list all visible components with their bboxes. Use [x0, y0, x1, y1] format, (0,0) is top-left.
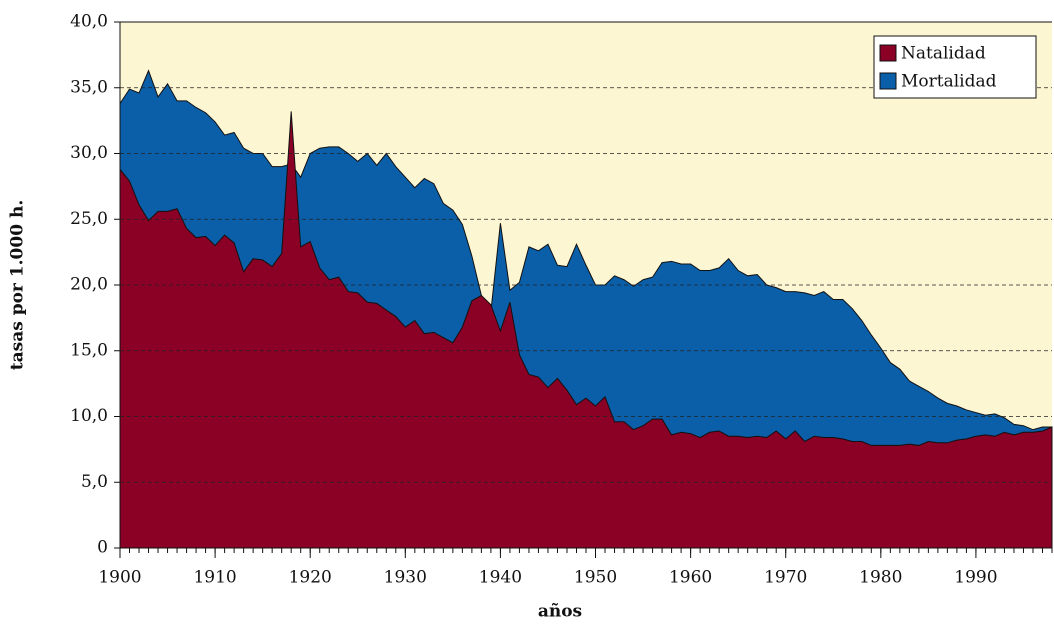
y-tick-label: 0	[97, 538, 108, 558]
x-tick-label: 1900	[98, 568, 141, 588]
legend: Natalidad Mortalidad	[873, 35, 1037, 99]
legend-label: Mortalidad	[901, 72, 997, 92]
y-axis-label: tasas por 1.000 h.	[8, 200, 28, 370]
x-tick-label: 1970	[764, 568, 807, 588]
y-tick-label: 10,0	[70, 406, 108, 426]
y-tick-label: 30,0	[70, 143, 108, 163]
x-tick-label: 1990	[954, 568, 997, 588]
y-tick-label: 35,0	[70, 77, 108, 97]
y-tick-label: 25,0	[70, 209, 108, 229]
x-tick-label: 1960	[669, 568, 712, 588]
y-tick-label: 5,0	[81, 472, 108, 492]
x-tick-label: 1920	[289, 568, 332, 588]
x-tick-label: 1940	[479, 568, 522, 588]
x-tick-label: 1980	[859, 568, 902, 588]
legend-swatch	[879, 72, 897, 90]
x-tick-label: 1910	[193, 568, 236, 588]
x-tick-label: 1950	[574, 568, 617, 588]
area	[119, 111, 1053, 549]
y-tick-label: 20,0	[70, 275, 108, 295]
legend-box	[873, 35, 1037, 99]
legend-label: Natalidad	[901, 44, 986, 64]
x-tick-label: 1930	[384, 568, 427, 588]
y-tick-label: 15,0	[70, 340, 108, 360]
x-axis-label: años	[538, 602, 582, 622]
legend-swatch	[879, 44, 897, 62]
y-tick-label: 40,0	[70, 12, 108, 32]
